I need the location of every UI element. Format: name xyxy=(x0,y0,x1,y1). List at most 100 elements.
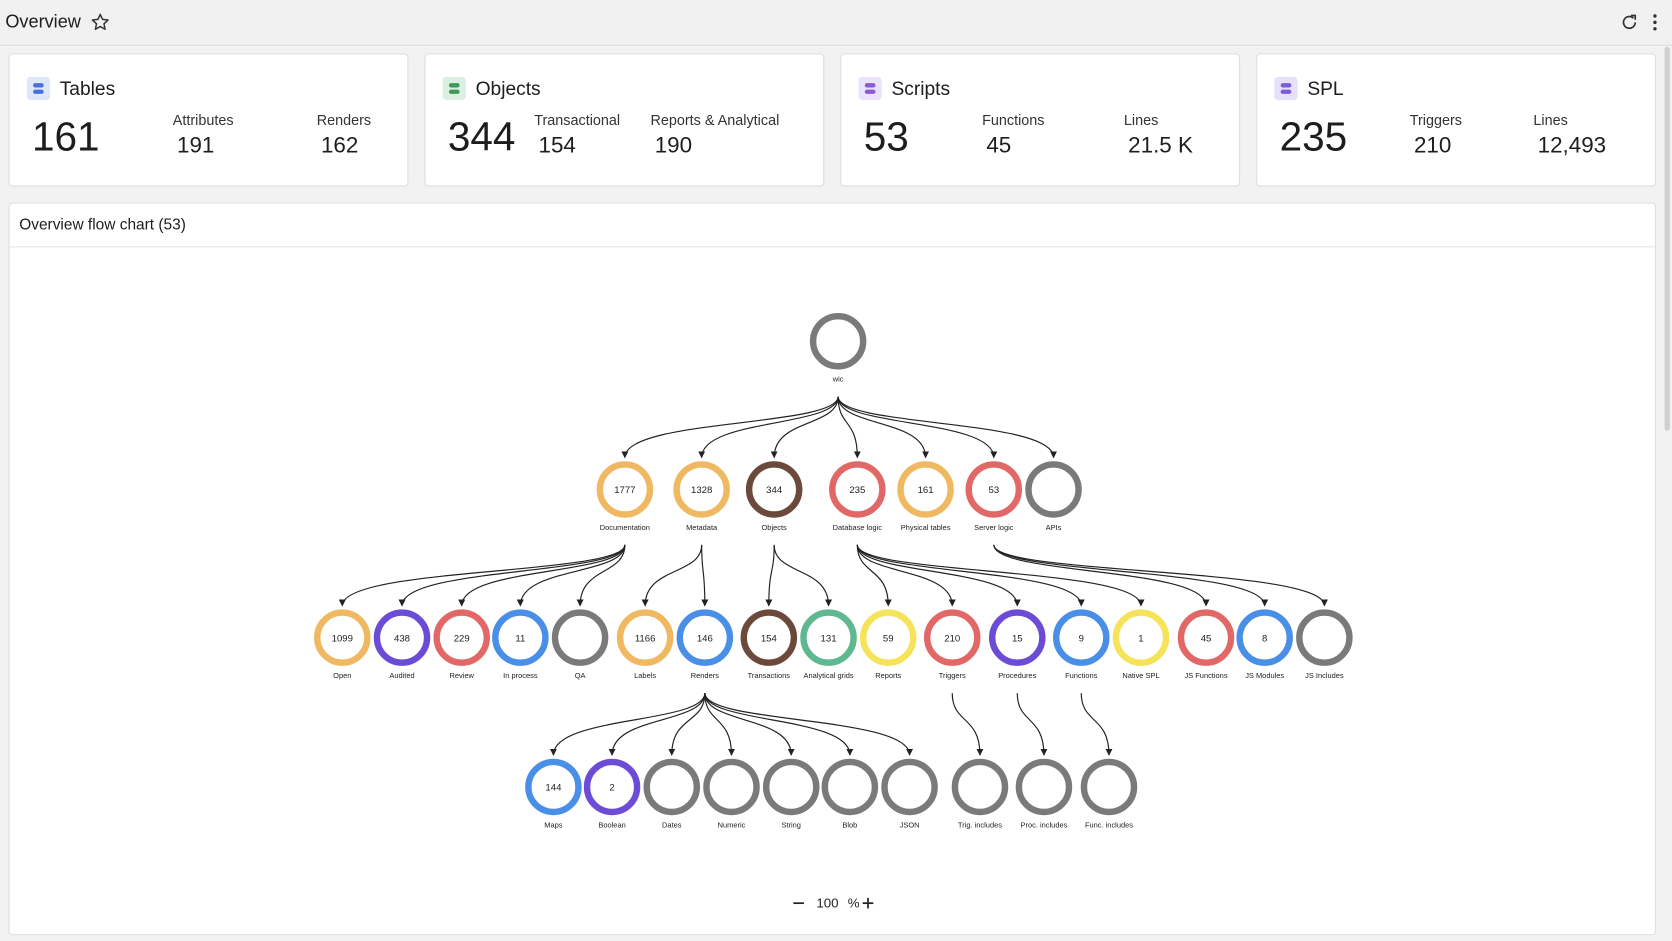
stat-value: 191 xyxy=(177,133,215,158)
node-ring xyxy=(951,758,1009,816)
flow-node[interactable]: 1166 Labels xyxy=(616,609,674,681)
edge xyxy=(549,693,706,756)
flow-node[interactable]: Func. includes xyxy=(1080,758,1138,830)
flow-node[interactable]: 2 Boolean xyxy=(583,758,641,830)
stat-value: 162 xyxy=(320,133,359,158)
icon-glyph xyxy=(1280,89,1292,94)
node-ring xyxy=(1025,461,1082,518)
node-value: 144 xyxy=(545,783,562,794)
flow-node[interactable]: 161 Physical tables xyxy=(897,461,954,532)
node-label: In process xyxy=(503,671,538,680)
more-button[interactable] xyxy=(1650,13,1661,32)
node-ring xyxy=(1177,609,1235,666)
flow-node[interactable]: JS Includes xyxy=(1296,609,1353,681)
flow-node[interactable]: 11 In process xyxy=(492,609,549,681)
flow-node[interactable]: QA xyxy=(551,609,609,681)
card-icon xyxy=(442,76,466,101)
card-total: 161 xyxy=(31,115,100,160)
node-ring xyxy=(897,461,954,518)
flow-node[interactable]: 438 Audited xyxy=(373,609,431,681)
node-value: 210 xyxy=(944,633,960,644)
node-ring xyxy=(1053,609,1110,666)
node-value: 1 xyxy=(1138,633,1143,644)
favorite-button[interactable] xyxy=(91,13,110,32)
flow-node[interactable]: wic xyxy=(809,312,867,384)
zoom-in[interactable] xyxy=(862,897,874,909)
icon-bg xyxy=(26,76,51,101)
node-label: Documentation xyxy=(600,523,650,532)
edge xyxy=(641,544,703,607)
flow-node[interactable]: APIs xyxy=(1025,461,1082,532)
flow-node[interactable]: 59 Reports xyxy=(859,609,917,681)
flow-node[interactable]: 344 Objects xyxy=(745,461,803,532)
node-value: 8 xyxy=(1262,633,1267,644)
flow-node[interactable]: 146 Renders xyxy=(676,609,734,681)
node-label: Labels xyxy=(634,671,656,680)
flow-node[interactable]: Numeric xyxy=(703,758,760,830)
node-ring xyxy=(433,609,490,666)
flow-node[interactable]: 1328 Metadata xyxy=(673,461,730,532)
node-ring xyxy=(525,758,582,816)
node-label: Functions xyxy=(1065,671,1098,680)
flow-node[interactable]: 1099 Open xyxy=(314,609,371,681)
node-label: Reports xyxy=(875,671,901,680)
flow-node[interactable]: Trig. includes xyxy=(951,758,1009,830)
flow-node[interactable]: Dates xyxy=(643,758,701,830)
divider xyxy=(9,246,1655,248)
scrollbar[interactable] xyxy=(1664,46,1670,431)
node-label: JS Modules xyxy=(1245,671,1284,680)
node-value: 235 xyxy=(849,485,865,496)
stat-value: 210 xyxy=(1413,133,1452,158)
node-label: Triggers xyxy=(939,671,966,680)
flow-node[interactable]: 210 Triggers xyxy=(923,609,981,681)
edge xyxy=(608,693,706,756)
node-ring xyxy=(989,609,1046,666)
node-label: Dates xyxy=(662,820,682,829)
node-label: Boolean xyxy=(598,820,625,829)
refresh-button[interactable] xyxy=(1620,13,1639,32)
edge xyxy=(516,544,626,607)
flow-node[interactable]: 1777 Documentation xyxy=(596,461,654,532)
flow-node[interactable]: JSON xyxy=(881,758,938,830)
flow-node[interactable]: 235 Database logic xyxy=(829,461,886,532)
flow-node[interactable]: 154 Transactions xyxy=(740,609,798,681)
flow-node[interactable]: 8 JS Modules xyxy=(1236,609,1293,681)
flow-node[interactable]: 1 Native SPL xyxy=(1112,609,1170,681)
node-label: Physical tables xyxy=(901,523,951,532)
node-ring xyxy=(1080,758,1138,816)
node-label: Blob xyxy=(842,820,857,829)
flow-node[interactable]: 53 Server logic xyxy=(965,461,1023,532)
flow-node[interactable]: String xyxy=(762,758,820,830)
flow-node[interactable]: 229 Review xyxy=(433,609,490,681)
flow-chart: wic 1777 Documentation 1328 Metadata 344 Objec… xyxy=(314,312,1353,910)
node-ring xyxy=(703,758,760,816)
icon-glyph xyxy=(33,83,44,88)
card-title: Tables xyxy=(59,77,116,100)
node-label: Open xyxy=(333,671,351,680)
flow-node[interactable]: Blob xyxy=(821,758,879,830)
node-label: String xyxy=(781,820,800,829)
node-ring xyxy=(373,609,431,666)
node-value: 1166 xyxy=(635,633,656,644)
flow-node[interactable]: 15 Procedures xyxy=(989,609,1046,681)
node-ring xyxy=(596,461,654,518)
node-ring xyxy=(965,461,1023,518)
stat-label: Lines xyxy=(1533,111,1568,128)
card-icon xyxy=(1274,76,1298,101)
node-value: 229 xyxy=(454,633,470,644)
flow-node[interactable]: 45 JS Functions xyxy=(1177,609,1235,681)
flow-node[interactable]: Proc. includes xyxy=(1015,758,1073,830)
node-label: Native SPL xyxy=(1122,671,1159,680)
flow-node[interactable]: 9 Functions xyxy=(1053,609,1110,681)
card-icon xyxy=(26,76,51,101)
edge xyxy=(698,396,839,459)
flow-node[interactable]: 144 Maps xyxy=(525,758,582,830)
stat-label: Functions xyxy=(982,111,1045,128)
node-label: JS Functions xyxy=(1184,671,1227,680)
card-title: SPL xyxy=(1307,77,1344,100)
node-label: Transactions xyxy=(748,671,791,680)
card-icon xyxy=(858,76,882,101)
zoom-unit: % xyxy=(848,895,860,910)
card-title: Objects xyxy=(475,77,541,100)
flow-node[interactable]: 131 Analytical grids xyxy=(800,609,857,681)
